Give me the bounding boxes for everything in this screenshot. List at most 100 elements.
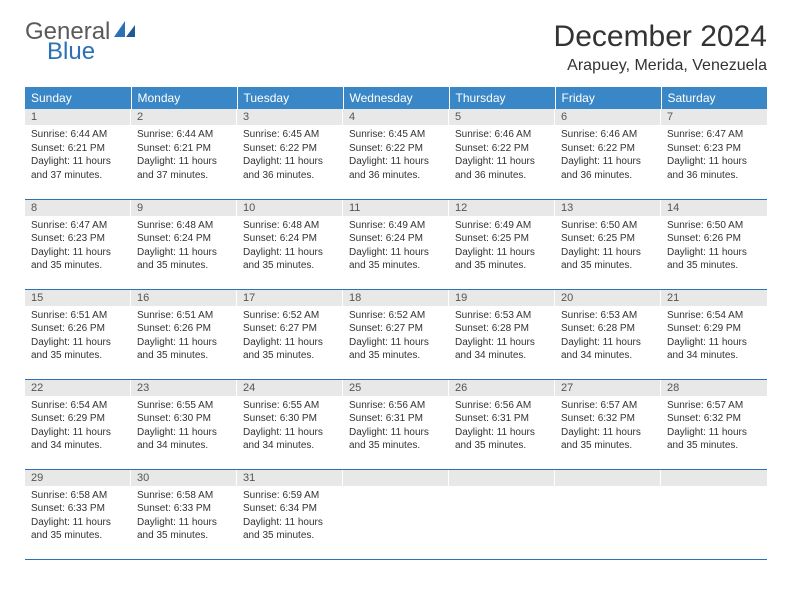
calendar-day-cell: 31Sunrise: 6:59 AMSunset: 6:34 PMDayligh… xyxy=(237,469,343,559)
sunset-line: Sunset: 6:28 PM xyxy=(455,322,549,336)
sunset-line: Sunset: 6:21 PM xyxy=(137,142,231,156)
day-details: Sunrise: 6:57 AMSunset: 6:32 PMDaylight:… xyxy=(555,396,661,457)
day-header: Monday xyxy=(131,87,237,109)
calendar-day-cell: 18Sunrise: 6:52 AMSunset: 6:27 PMDayligh… xyxy=(343,289,449,379)
day-details: Sunrise: 6:58 AMSunset: 6:33 PMDaylight:… xyxy=(131,486,237,547)
calendar-day-cell xyxy=(449,469,555,559)
sunset-line: Sunset: 6:23 PM xyxy=(667,142,761,156)
sunrise-line: Sunrise: 6:46 AM xyxy=(455,128,549,142)
daylight-line: Daylight: 11 hours and 36 minutes. xyxy=(243,155,337,182)
day-number: 28 xyxy=(661,380,767,396)
sunrise-line: Sunrise: 6:57 AM xyxy=(561,399,655,413)
calendar-day-cell: 2Sunrise: 6:44 AMSunset: 6:21 PMDaylight… xyxy=(131,109,237,199)
day-header: Friday xyxy=(555,87,661,109)
day-number: 20 xyxy=(555,290,661,306)
daylight-line: Daylight: 11 hours and 35 minutes. xyxy=(349,336,443,363)
daylight-line: Daylight: 11 hours and 35 minutes. xyxy=(31,246,125,273)
calendar-day-cell: 6Sunrise: 6:46 AMSunset: 6:22 PMDaylight… xyxy=(555,109,661,199)
day-header: Tuesday xyxy=(237,87,343,109)
day-details: Sunrise: 6:52 AMSunset: 6:27 PMDaylight:… xyxy=(237,306,343,367)
calendar-day-cell: 9Sunrise: 6:48 AMSunset: 6:24 PMDaylight… xyxy=(131,199,237,289)
day-details: Sunrise: 6:59 AMSunset: 6:34 PMDaylight:… xyxy=(237,486,343,547)
calendar-day-cell xyxy=(555,469,661,559)
day-number: 24 xyxy=(237,380,343,396)
sunrise-line: Sunrise: 6:45 AM xyxy=(243,128,337,142)
sunrise-line: Sunrise: 6:52 AM xyxy=(349,309,443,323)
daylight-line: Daylight: 11 hours and 35 minutes. xyxy=(137,516,231,543)
day-number: 16 xyxy=(131,290,237,306)
day-details: Sunrise: 6:50 AMSunset: 6:25 PMDaylight:… xyxy=(555,216,661,277)
sunset-line: Sunset: 6:30 PM xyxy=(137,412,231,426)
day-number: 7 xyxy=(661,109,767,125)
day-details: Sunrise: 6:49 AMSunset: 6:24 PMDaylight:… xyxy=(343,216,449,277)
calendar-day-cell: 21Sunrise: 6:54 AMSunset: 6:29 PMDayligh… xyxy=(661,289,767,379)
day-details: Sunrise: 6:55 AMSunset: 6:30 PMDaylight:… xyxy=(237,396,343,457)
sunrise-line: Sunrise: 6:47 AM xyxy=(31,219,125,233)
sunrise-line: Sunrise: 6:59 AM xyxy=(243,489,337,503)
day-number: 15 xyxy=(25,290,131,306)
sunrise-line: Sunrise: 6:55 AM xyxy=(243,399,337,413)
sunrise-line: Sunrise: 6:49 AM xyxy=(455,219,549,233)
calendar-day-cell: 8Sunrise: 6:47 AMSunset: 6:23 PMDaylight… xyxy=(25,199,131,289)
day-details: Sunrise: 6:51 AMSunset: 6:26 PMDaylight:… xyxy=(131,306,237,367)
sunset-line: Sunset: 6:33 PM xyxy=(31,502,125,516)
brand-word-2: Blue xyxy=(47,40,136,64)
calendar-day-cell: 11Sunrise: 6:49 AMSunset: 6:24 PMDayligh… xyxy=(343,199,449,289)
daylight-line: Daylight: 11 hours and 35 minutes. xyxy=(31,336,125,363)
sunset-line: Sunset: 6:26 PM xyxy=(31,322,125,336)
day-details: Sunrise: 6:46 AMSunset: 6:22 PMDaylight:… xyxy=(449,125,555,186)
day-details: Sunrise: 6:53 AMSunset: 6:28 PMDaylight:… xyxy=(555,306,661,367)
sunrise-line: Sunrise: 6:51 AM xyxy=(137,309,231,323)
day-details: Sunrise: 6:45 AMSunset: 6:22 PMDaylight:… xyxy=(343,125,449,186)
day-details: Sunrise: 6:48 AMSunset: 6:24 PMDaylight:… xyxy=(131,216,237,277)
daylight-line: Daylight: 11 hours and 36 minutes. xyxy=(349,155,443,182)
sunset-line: Sunset: 6:31 PM xyxy=(349,412,443,426)
day-details: Sunrise: 6:45 AMSunset: 6:22 PMDaylight:… xyxy=(237,125,343,186)
day-details: Sunrise: 6:53 AMSunset: 6:28 PMDaylight:… xyxy=(449,306,555,367)
sunrise-line: Sunrise: 6:56 AM xyxy=(455,399,549,413)
daylight-line: Daylight: 11 hours and 35 minutes. xyxy=(561,246,655,273)
calendar-day-cell: 28Sunrise: 6:57 AMSunset: 6:32 PMDayligh… xyxy=(661,379,767,469)
day-number: 18 xyxy=(343,290,449,306)
calendar-day-cell: 27Sunrise: 6:57 AMSunset: 6:32 PMDayligh… xyxy=(555,379,661,469)
sunrise-line: Sunrise: 6:45 AM xyxy=(349,128,443,142)
daylight-line: Daylight: 11 hours and 34 minutes. xyxy=(561,336,655,363)
day-details: Sunrise: 6:46 AMSunset: 6:22 PMDaylight:… xyxy=(555,125,661,186)
calendar-day-cell: 24Sunrise: 6:55 AMSunset: 6:30 PMDayligh… xyxy=(237,379,343,469)
daylight-line: Daylight: 11 hours and 36 minutes. xyxy=(455,155,549,182)
calendar-day-cell: 15Sunrise: 6:51 AMSunset: 6:26 PMDayligh… xyxy=(25,289,131,379)
daylight-line: Daylight: 11 hours and 35 minutes. xyxy=(667,426,761,453)
sunrise-line: Sunrise: 6:44 AM xyxy=(31,128,125,142)
day-number: 2 xyxy=(131,109,237,125)
day-number xyxy=(661,470,767,486)
sunset-line: Sunset: 6:32 PM xyxy=(561,412,655,426)
day-header: Sunday xyxy=(25,87,131,109)
day-number: 17 xyxy=(237,290,343,306)
day-header: Thursday xyxy=(449,87,555,109)
sunset-line: Sunset: 6:25 PM xyxy=(455,232,549,246)
calendar-day-cell: 22Sunrise: 6:54 AMSunset: 6:29 PMDayligh… xyxy=(25,379,131,469)
sunset-line: Sunset: 6:25 PM xyxy=(561,232,655,246)
sunset-line: Sunset: 6:22 PM xyxy=(561,142,655,156)
day-details: Sunrise: 6:48 AMSunset: 6:24 PMDaylight:… xyxy=(237,216,343,277)
sunrise-line: Sunrise: 6:58 AM xyxy=(31,489,125,503)
location-label: Arapuey, Merida, Venezuela xyxy=(554,57,767,75)
brand-logo: General Blue xyxy=(25,20,136,64)
day-header: Wednesday xyxy=(343,87,449,109)
day-number: 30 xyxy=(131,470,237,486)
sunrise-line: Sunrise: 6:46 AM xyxy=(561,128,655,142)
sunset-line: Sunset: 6:26 PM xyxy=(667,232,761,246)
day-number: 1 xyxy=(25,109,131,125)
sunrise-line: Sunrise: 6:50 AM xyxy=(561,219,655,233)
sunset-line: Sunset: 6:22 PM xyxy=(455,142,549,156)
day-details: Sunrise: 6:51 AMSunset: 6:26 PMDaylight:… xyxy=(25,306,131,367)
sunrise-line: Sunrise: 6:53 AM xyxy=(455,309,549,323)
sunset-line: Sunset: 6:24 PM xyxy=(349,232,443,246)
daylight-line: Daylight: 11 hours and 34 minutes. xyxy=(455,336,549,363)
day-number: 23 xyxy=(131,380,237,396)
daylight-line: Daylight: 11 hours and 35 minutes. xyxy=(31,516,125,543)
sunrise-line: Sunrise: 6:55 AM xyxy=(137,399,231,413)
sunset-line: Sunset: 6:27 PM xyxy=(243,322,337,336)
day-number: 26 xyxy=(449,380,555,396)
day-number: 4 xyxy=(343,109,449,125)
